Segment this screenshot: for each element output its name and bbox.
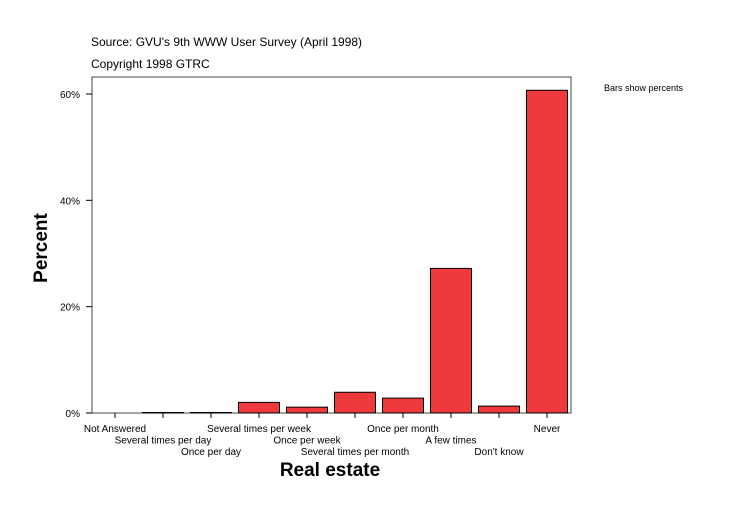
y-tick-label: 20% — [60, 303, 80, 314]
bar — [526, 89, 568, 414]
bar — [142, 411, 184, 414]
bars-note: Bars show percents — [604, 83, 684, 93]
bar — [382, 397, 424, 414]
source-line: Source: GVU's 9th WWW User Survey (April… — [91, 35, 362, 49]
bar — [430, 267, 472, 414]
x-tick-label: Once per day — [181, 447, 241, 458]
y-tick-label: 0% — [66, 409, 81, 420]
x-tick-label: Several times per day — [115, 436, 212, 447]
x-tick-label: A few times — [425, 436, 476, 447]
x-tick-label: Several times per month — [301, 447, 409, 458]
x-tick-label: Not Answered — [84, 424, 146, 435]
bar — [238, 401, 280, 414]
x-tick-label: Once per month — [367, 424, 439, 435]
copyright-line: Copyright 1998 GTRC — [91, 57, 210, 71]
x-tick-label: Don't know — [474, 447, 524, 458]
bar — [190, 411, 232, 414]
bar — [478, 405, 520, 414]
x-axis-label: Real estate — [280, 460, 380, 481]
bar — [286, 406, 328, 414]
y-tick-label: 40% — [60, 196, 80, 207]
plot-frame — [91, 76, 572, 414]
x-tick-label: Several times per week — [207, 424, 312, 435]
y-axis-label: Percent — [31, 212, 52, 282]
x-tick-label: Never — [534, 424, 561, 435]
bar — [334, 391, 376, 414]
x-tick-label: Once per week — [273, 436, 341, 447]
y-tick-label: 60% — [60, 90, 80, 101]
